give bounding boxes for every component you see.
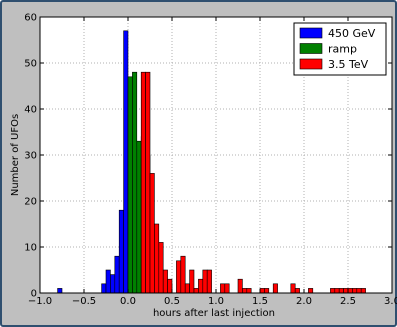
- histogram-bar: [145, 71, 151, 294]
- histogram-bar: [140, 71, 146, 294]
- histogram-bar: [330, 288, 336, 294]
- histogram-bars: [57, 30, 366, 294]
- histogram-bar: [202, 269, 208, 294]
- histogram-bar: [237, 278, 243, 294]
- histogram-bar: [343, 288, 349, 294]
- x-tick-label: 1.0: [208, 296, 224, 307]
- histogram-bar: [290, 283, 296, 294]
- x-tick-label: −0.5: [72, 296, 96, 307]
- histogram-bar: [149, 173, 155, 294]
- histogram-bar: [118, 209, 124, 294]
- y-tick-label: 10: [24, 243, 37, 254]
- histogram-bar: [224, 283, 230, 294]
- histogram-bar: [167, 278, 173, 294]
- x-tick-label: 2.0: [296, 296, 312, 307]
- y-tick-label: 50: [24, 59, 37, 70]
- histogram-bar: [264, 288, 270, 294]
- histogram-bar: [338, 288, 344, 294]
- histogram-bar: [246, 288, 252, 294]
- histogram-bar: [105, 269, 111, 294]
- y-tick-label: 40: [24, 105, 37, 116]
- y-tick-label: 20: [24, 197, 37, 208]
- x-tick-label: 1.5: [252, 296, 268, 307]
- histogram-bar: [123, 30, 129, 294]
- histogram-bar: [360, 288, 366, 294]
- histogram-bar: [220, 283, 226, 294]
- y-tick-label: 0: [31, 289, 37, 300]
- histogram-bar: [193, 288, 199, 294]
- legend-label: 450 GeV: [328, 27, 376, 40]
- histogram-bar: [158, 242, 164, 294]
- histogram-bar: [154, 223, 160, 294]
- x-tick-label: −1.0: [28, 296, 52, 307]
- x-tick-label: 3.0: [384, 296, 397, 307]
- histogram-bar: [294, 288, 300, 294]
- histogram-bar: [259, 288, 265, 294]
- legend: 450 GeV ramp 3.5 TeV: [293, 22, 387, 76]
- legend-label: ramp: [328, 43, 357, 56]
- x-axis-label: hours after last injection: [153, 308, 275, 319]
- histogram-bar: [184, 283, 190, 294]
- histogram-bar: [206, 269, 212, 294]
- histogram-bar: [176, 260, 182, 294]
- histogram-bar: [110, 274, 116, 294]
- legend-swatch: [299, 27, 323, 39]
- x-tick-label: 2.5: [340, 296, 356, 307]
- histogram-bar: [127, 76, 133, 294]
- histogram-bar: [101, 283, 107, 294]
- histogram-bar: [334, 288, 340, 294]
- axis-ticks: −1.0 −0.5 0.0 0.5 1.0 1.5 2.0 2.5 3.0 0 10 20 30 40 50…: [24, 13, 397, 308]
- histogram-bar: [114, 255, 120, 294]
- legend-label: 3.5 TeV: [328, 58, 369, 71]
- legend-swatch: [299, 43, 323, 54]
- histogram-bar: [132, 71, 138, 294]
- histogram-bar: [308, 288, 314, 294]
- histogram-bar: [189, 269, 195, 294]
- histogram-bar: [162, 269, 168, 294]
- histogram-bar: [356, 288, 362, 294]
- legend-swatch: [299, 58, 323, 70]
- y-tick-label: 60: [24, 13, 37, 24]
- histogram-bar: [352, 288, 358, 294]
- histogram-bar: [136, 140, 142, 294]
- x-tick-label: 0.5: [164, 296, 180, 307]
- histogram-bar: [347, 288, 353, 294]
- y-tick-label: 30: [24, 151, 37, 162]
- histogram-bar: [198, 278, 204, 294]
- histogram-bar: [272, 283, 278, 294]
- histogram-bar: [242, 288, 248, 294]
- y-axis-label: Number of UFOs: [10, 114, 21, 196]
- x-tick-label: 0.0: [120, 296, 136, 307]
- histogram-bar: [180, 255, 186, 294]
- histogram-bar: [57, 288, 63, 294]
